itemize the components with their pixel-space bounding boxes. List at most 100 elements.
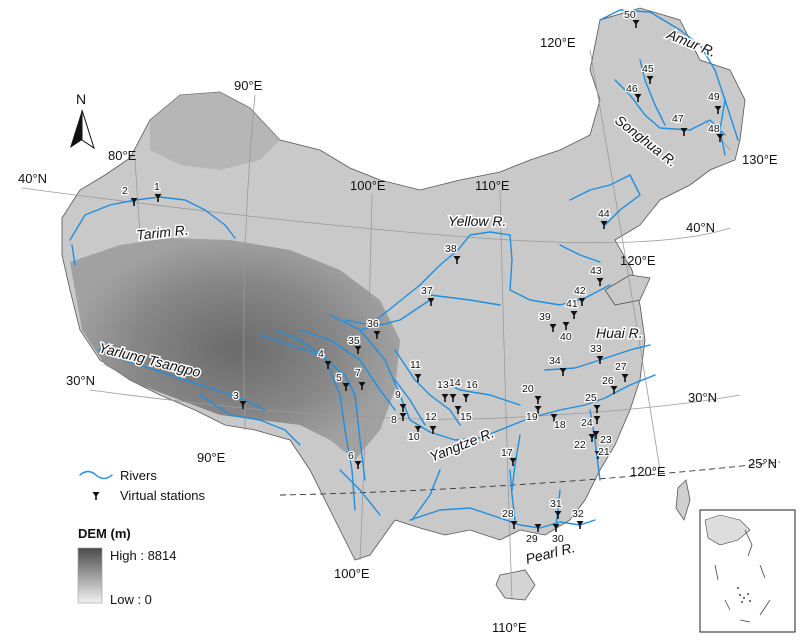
station-label-24: 24 [581, 417, 593, 429]
station-label-32: 32 [572, 508, 584, 520]
coord-lon-120-bottom: 120°E [630, 464, 666, 479]
station-50: 50 [623, 8, 640, 28]
pearl-river [409, 507, 596, 529]
station-label-42: 42 [574, 285, 586, 297]
coord-lon-130: 130°E [742, 152, 778, 167]
coord-lon-120-top: 120°E [540, 35, 576, 50]
station-33: 33 [589, 342, 604, 364]
station-label-46: 46 [626, 83, 638, 95]
station-30: 30 [551, 524, 565, 546]
station-label-17: 17 [501, 447, 513, 459]
station-label-36: 36 [367, 318, 379, 330]
station-32: 32 [571, 507, 585, 529]
station-label-29: 29 [526, 533, 538, 545]
station-label-9: 9 [395, 389, 401, 401]
hainan-island [495, 569, 536, 601]
station-label-38: 38 [445, 243, 457, 255]
station-label-19: 19 [526, 411, 538, 423]
amur-river [599, 9, 739, 141]
station-label-6: 6 [348, 450, 354, 462]
station-17: 17 [500, 446, 517, 466]
coordinate-labels: 90°E 80°E 40°N 100°E 110°E 120°E 130°E 4… [18, 35, 778, 635]
station-label-35: 35 [348, 335, 360, 347]
station-49: 49 [707, 90, 722, 114]
station-15: 15 [454, 406, 473, 424]
station-label-3: 3 [233, 390, 239, 402]
upper-yangtze-2 [299, 329, 396, 411]
station-10: 10 [407, 426, 422, 444]
tibetan-plateau-relief [70, 238, 400, 460]
tarim-tributary [71, 244, 76, 266]
station-47: 47 [671, 112, 688, 136]
station-16: 16 [462, 378, 479, 402]
station-13: 13 [436, 378, 450, 402]
station-6: 6 [347, 449, 362, 469]
dem-ramp [77, 547, 103, 604]
station-12: 12 [424, 410, 438, 434]
station-label-25: 25 [585, 392, 597, 404]
station-27: 27 [614, 360, 629, 382]
station-28: 28 [501, 507, 518, 529]
station-label-49: 49 [708, 91, 720, 103]
station-label-21: 21 [598, 446, 610, 458]
river-label-yellow: Yellow R. [448, 213, 506, 229]
coord-lon-110-bottom: 110°E [492, 620, 527, 635]
station-label-45: 45 [642, 63, 654, 75]
station-label-7: 7 [355, 367, 361, 379]
station-1: 1 [153, 180, 162, 202]
coord-lat-40-left: 40°N [18, 171, 47, 186]
station-43: 43 [589, 264, 604, 286]
coord-lon-110-top: 110°E [475, 178, 510, 193]
rivers [69, 9, 739, 529]
coord-lon-100-bottom: 100°E [334, 566, 370, 581]
songhua-river [614, 79, 726, 136]
graticule [21, 49, 781, 601]
station-40: 40 [559, 322, 573, 344]
station-11: 11 [409, 358, 422, 382]
station-label-13: 13 [437, 379, 449, 391]
station-label-31: 31 [550, 498, 562, 510]
station-label-4: 4 [318, 348, 324, 360]
yellow-river [344, 231, 611, 326]
station-label-14: 14 [449, 377, 461, 389]
station-label-22: 22 [574, 439, 586, 451]
yarlung-tsangpo [97, 349, 266, 411]
north-arrow-label: N [76, 91, 86, 107]
hai-river [559, 244, 601, 263]
station-7: 7 [354, 366, 366, 390]
minjiang-river [394, 379, 426, 426]
station-label-10: 10 [408, 431, 420, 443]
station-label-30: 30 [552, 533, 564, 545]
station-label-26: 26 [602, 375, 614, 387]
station-label-8: 8 [391, 414, 397, 426]
station-46: 46 [625, 82, 642, 102]
coord-lat-30-right: 30°N [688, 390, 717, 405]
northwest-relief [150, 92, 280, 170]
station-label-12: 12 [425, 411, 437, 423]
station-21: 21 [594, 445, 611, 459]
legend-stations-label: Virtual stations [120, 488, 206, 503]
station-label-50: 50 [624, 9, 636, 21]
station-38: 38 [444, 242, 461, 264]
legend-river-symbol [79, 470, 113, 480]
station-label-18: 18 [554, 419, 566, 431]
coord-lon-90-bottom: 90°E [197, 450, 226, 465]
station-45: 45 [641, 62, 655, 84]
ussuri-river [719, 99, 726, 156]
station-24: 24 [580, 416, 601, 430]
station-42: 42 [573, 284, 587, 306]
river-label-huai: Huai R. [596, 325, 643, 341]
station-20: 20 [521, 382, 542, 404]
station-22: 22 [573, 434, 596, 452]
yellow-upper [359, 299, 431, 331]
station-23: 23 [592, 431, 613, 447]
tarim-river [69, 196, 236, 241]
coord-lon-100-top: 100°E [350, 178, 386, 193]
station-35: 35 [347, 334, 362, 354]
station-label-40: 40 [560, 331, 572, 343]
coord-lat-25: 25°N [748, 456, 777, 471]
north-arrow: N [70, 91, 95, 150]
station-31: 31 [549, 497, 563, 519]
legend-dem-title: DEM (m) [78, 526, 131, 541]
station-label-39: 39 [539, 311, 551, 323]
